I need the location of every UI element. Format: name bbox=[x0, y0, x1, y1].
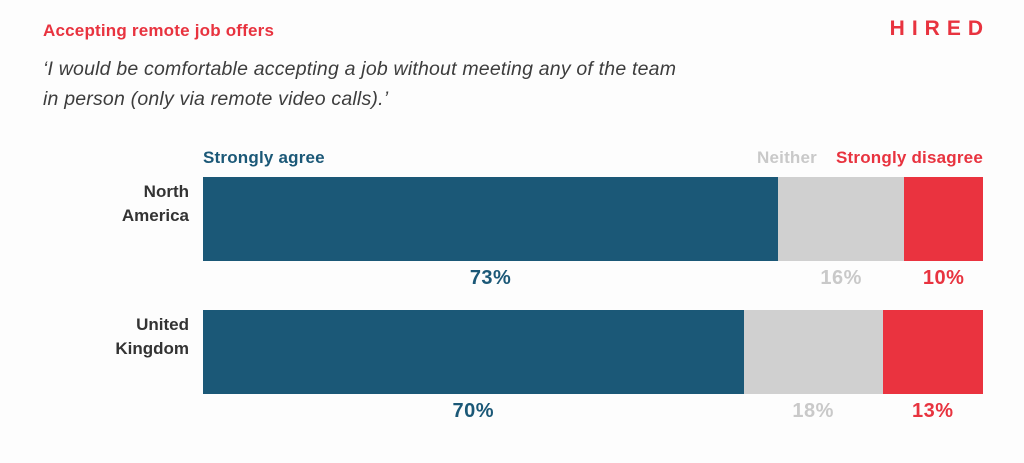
category-label-united-kingdom: United Kingdom bbox=[115, 315, 189, 358]
value-label-strongly-agree: 70% bbox=[452, 400, 495, 422]
chart-subtitle: ‘I would be comfortable accepting a job … bbox=[43, 54, 983, 114]
bar-segment-strongly-disagree bbox=[882, 310, 983, 394]
subtitle-line-1: ‘I would be comfortable accepting a job … bbox=[43, 58, 677, 80]
value-labels-row: 73% 16% 10% bbox=[203, 261, 983, 290]
page-header: Accepting remote job offers HIRED bbox=[43, 14, 983, 41]
value-label-strongly-disagree: 10% bbox=[922, 267, 965, 289]
stacked-bar-united-kingdom bbox=[203, 310, 983, 394]
category-label-north-america: North America bbox=[121, 182, 189, 225]
legend-strongly-disagree: Strongly disagree bbox=[836, 148, 983, 167]
hired-logo: HIRED bbox=[889, 17, 990, 40]
value-label-strongly-disagree: 13% bbox=[912, 400, 954, 422]
chart-title: Accepting remote job offers bbox=[43, 21, 275, 40]
stacked-bar-chart: Strongly agree Neither Strongly disagree… bbox=[43, 148, 983, 423]
chart-legend: Strongly agree Neither Strongly disagree bbox=[203, 148, 983, 168]
bar-area: 73% 16% 10% bbox=[203, 177, 983, 290]
value-labels-row: 70% 18% 13% bbox=[203, 394, 983, 423]
value-label-strongly-agree: 73% bbox=[469, 267, 512, 289]
bar-row-united-kingdom: United Kingdom 70% 18% 13% bbox=[43, 310, 983, 423]
bar-segment-neither bbox=[743, 310, 883, 394]
legend-neither: Neither bbox=[757, 148, 817, 167]
stacked-bar-north-america bbox=[203, 177, 983, 261]
bar-area: 70% 18% 13% bbox=[203, 310, 983, 423]
value-label-neither: 18% bbox=[792, 400, 834, 422]
value-label-neither: 16% bbox=[820, 267, 862, 289]
bar-segment-strongly-disagree bbox=[904, 177, 983, 261]
bar-segment-strongly-agree bbox=[203, 177, 779, 261]
legend-strongly-agree: Strongly agree bbox=[203, 148, 325, 167]
subtitle-line-2: in person (only via remote video calls).… bbox=[43, 88, 389, 110]
bar-segment-strongly-agree bbox=[203, 310, 744, 394]
bar-segment-neither bbox=[778, 177, 905, 261]
bar-row-north-america: North America 73% 16% 10% bbox=[43, 177, 983, 290]
